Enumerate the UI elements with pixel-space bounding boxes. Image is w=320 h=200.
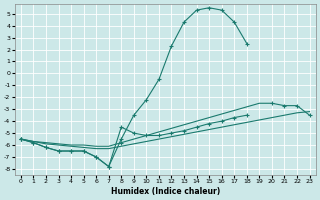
X-axis label: Humidex (Indice chaleur): Humidex (Indice chaleur) — [111, 187, 220, 196]
